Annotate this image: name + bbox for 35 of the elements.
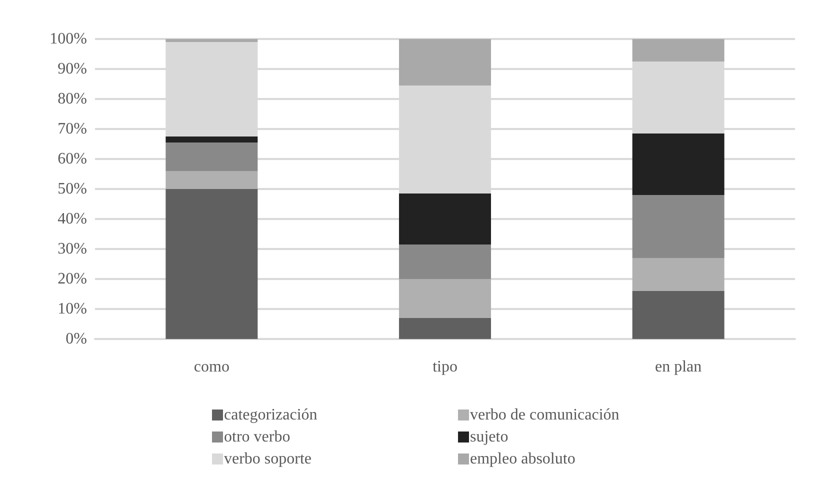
y-tick-label: 60%: [58, 150, 87, 168]
bar: [166, 189, 258, 339]
legend-label: verbo de comunicación: [470, 406, 620, 424]
y-tick-label: 10%: [58, 300, 87, 318]
legend-label: verbo soporte: [224, 450, 312, 468]
bar: [399, 279, 491, 318]
y-tick-label: 70%: [58, 120, 87, 138]
bar: [166, 39, 258, 42]
bar: [632, 195, 724, 258]
legend-label: empleo absoluto: [470, 450, 576, 468]
x-tick-label: tipo: [432, 358, 458, 376]
bar: [399, 244, 491, 279]
x-tick-label: en plan: [655, 358, 702, 376]
y-tick-label: 90%: [58, 60, 87, 78]
bar: [399, 39, 491, 86]
bar: [166, 142, 258, 171]
y-tick-label: 20%: [58, 270, 87, 288]
bar: [632, 258, 724, 291]
y-tick-label: 0%: [66, 330, 87, 348]
y-tick-label: 40%: [58, 210, 87, 228]
y-tick-label: 100%: [50, 30, 87, 48]
y-tick-label: 50%: [58, 180, 87, 198]
x-tick-label: como: [194, 358, 230, 376]
bar: [399, 318, 491, 339]
bar: [166, 171, 258, 189]
legend-label: categorización: [224, 406, 318, 424]
y-tick-label: 80%: [58, 90, 87, 108]
bar: [399, 194, 491, 244]
legend-label: otro verbo: [224, 428, 290, 446]
bar: [632, 134, 724, 195]
legend-label: sujeto: [470, 428, 508, 446]
bar: [166, 136, 258, 142]
y-tick-label: 30%: [58, 240, 87, 258]
bar: [632, 291, 724, 339]
bar: [632, 39, 724, 62]
